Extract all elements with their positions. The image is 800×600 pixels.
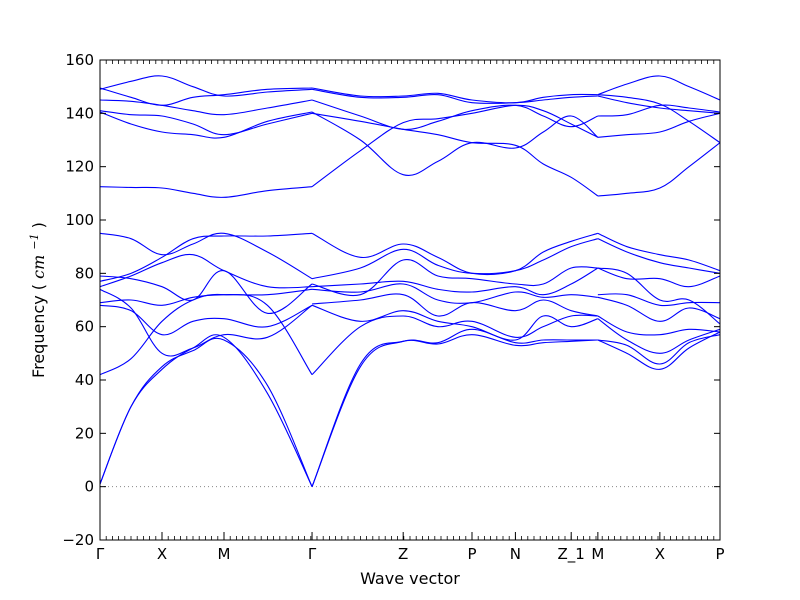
dispersion-branch-6 — [100, 288, 313, 357]
y-tick-label: 140 — [65, 104, 94, 122]
dispersion-branch-21 — [311, 293, 598, 317]
dispersion-branch-26 — [311, 232, 599, 276]
dispersion-branch-36 — [597, 315, 720, 336]
dispersion-branch-30 — [311, 99, 599, 130]
series-layer — [100, 75, 720, 487]
dispersion-branch-5 — [100, 288, 313, 306]
y-tick-label: −20 — [62, 531, 94, 549]
y-axis-unit: cm — [29, 255, 48, 279]
x-tick-label: Γ — [308, 545, 317, 563]
x-tick-labels: Γ X M Γ Z P N Z_1 M X P — [96, 545, 725, 564]
dispersion-branch-15 — [100, 75, 313, 97]
dispersion-branch-2 — [100, 337, 313, 487]
x-tick-label: Z — [398, 545, 408, 563]
dispersion-branch-19 — [311, 314, 598, 376]
dispersion-branch-31 — [311, 88, 598, 104]
dispersion-branch-13 — [100, 110, 313, 136]
dispersion-branch-17 — [311, 334, 598, 487]
dispersion-branch-42 — [597, 232, 720, 272]
dispersion-branch-35 — [597, 318, 720, 354]
dispersion-branch-29 — [311, 112, 599, 197]
y-axis-title-text: Frequency — [29, 295, 48, 378]
dispersion-branch-32 — [311, 87, 598, 104]
x-tick-label: P — [715, 545, 724, 563]
y-tick-label: 20 — [75, 424, 94, 442]
dispersion-branch-4 — [100, 304, 313, 336]
dispersion-branch-43 — [597, 142, 720, 197]
dispersion-branch-16 — [100, 87, 313, 106]
dispersion-branch-23 — [312, 267, 599, 296]
y-tick-label: 160 — [65, 51, 94, 69]
dispersion-branch-20 — [311, 304, 599, 341]
y-tick-label: 80 — [75, 264, 94, 282]
dispersion-branch-33 — [597, 331, 720, 370]
dispersion-branch-14 — [100, 99, 313, 116]
y-tick-label: 0 — [84, 478, 94, 496]
x-tick-label: M — [591, 545, 604, 563]
dispersion-branch-10 — [100, 232, 313, 280]
x-axis-title: Wave vector — [360, 569, 460, 588]
dispersion-branch-39 — [597, 267, 720, 325]
dispersion-branch-47 — [597, 75, 720, 101]
dispersion-branch-34 — [597, 334, 720, 365]
y-axis-title-open-paren: ( — [29, 284, 48, 290]
dispersion-branch-44 — [597, 112, 720, 138]
dispersion-branch-24 — [311, 259, 598, 297]
x-tick-label: N — [510, 545, 521, 563]
dispersion-branch-12 — [100, 111, 313, 139]
y-axis-title-close-paren: ) — [29, 222, 48, 228]
plot-frame — [99, 59, 721, 541]
y-tick-label: 100 — [65, 211, 94, 229]
dispersion-branch-45 — [597, 104, 720, 117]
dispersion-branch-9 — [100, 270, 313, 314]
dispersion-branch-11 — [100, 186, 313, 198]
y-tick-label: 120 — [65, 158, 94, 176]
dispersion-branch-8 — [100, 232, 313, 282]
x-tick-label: Γ — [96, 545, 105, 563]
x-tick-label: X — [157, 545, 167, 563]
dispersion-branch-41 — [597, 238, 720, 274]
dispersion-branch-37 — [597, 296, 720, 322]
dispersion-branch-38 — [597, 293, 720, 307]
dispersion-branch-25 — [311, 238, 599, 280]
dispersion-branch-7 — [100, 253, 313, 289]
y-axis-unit-exponent: −1 — [28, 233, 41, 249]
dispersion-branch-27 — [311, 104, 599, 188]
x-tick-label: M — [218, 545, 231, 563]
dispersion-branch-40 — [597, 267, 720, 288]
y-tick-labels: −20 0 20 40 60 80 100 120 140 160 — [62, 51, 94, 549]
ticks-layer — [99, 59, 721, 541]
dispersion-branch-18 — [311, 328, 598, 487]
dispersion-branch-46 — [597, 95, 720, 114]
y-tick-label: 40 — [75, 371, 94, 389]
dispersion-branch-3 — [100, 293, 313, 376]
x-tick-label: P — [467, 545, 476, 563]
y-axis-title: Frequency ( cm −1 ) — [28, 222, 49, 378]
x-tick-label: X — [655, 545, 665, 563]
dispersion-branch-22 — [312, 283, 598, 304]
dispersion-branch-48 — [597, 94, 720, 144]
x-tick-label: Z_1 — [558, 545, 585, 564]
y-tick-label: 60 — [75, 318, 94, 336]
